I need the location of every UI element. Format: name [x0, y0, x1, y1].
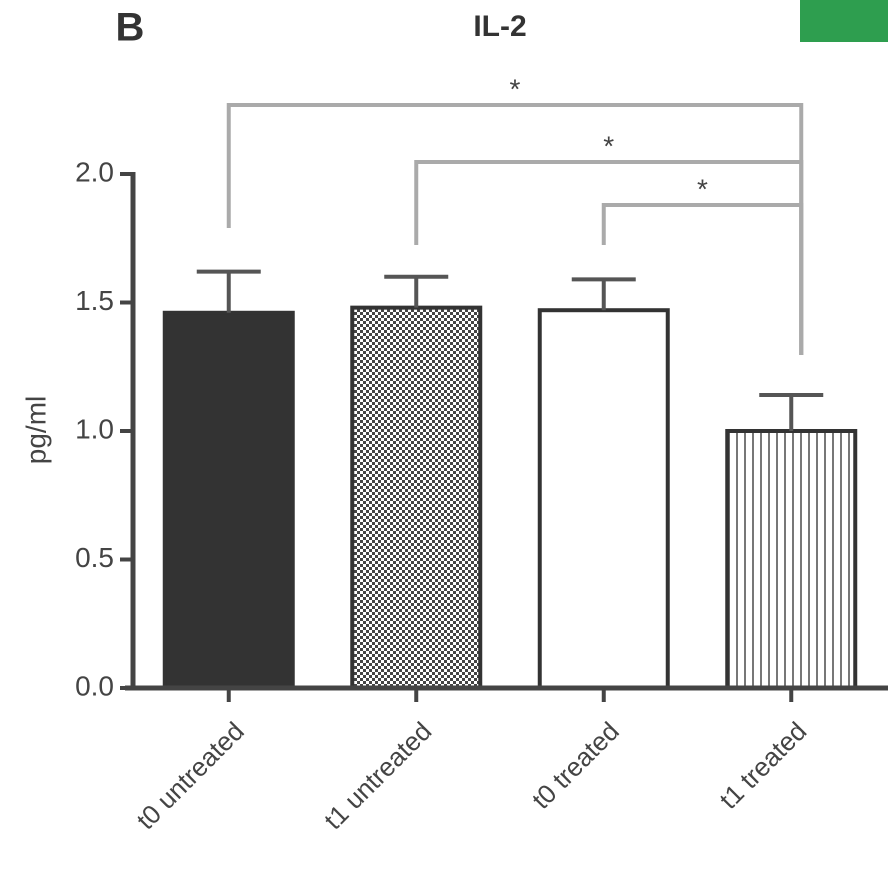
significance-label: *	[603, 130, 614, 161]
corner-badge	[800, 0, 888, 42]
y-tick-label: 1.0	[75, 413, 114, 444]
y-tick-label: 2.0	[75, 156, 114, 187]
y-axis-label: pg/ml	[20, 396, 51, 464]
x-tick-label: t1 treated	[713, 716, 812, 815]
error-bar	[759, 393, 824, 431]
x-tick-label: t1 untreated	[318, 716, 437, 835]
y-tick-label: 1.5	[75, 285, 114, 316]
panel-label: B	[116, 6, 145, 50]
chart-title: IL-2	[473, 10, 526, 43]
bar	[725, 429, 858, 690]
y-tick-label: 0.5	[75, 542, 114, 573]
bar	[350, 305, 483, 690]
significance-bracket	[601, 203, 804, 355]
x-tick-label: t0 untreated	[131, 716, 250, 835]
x-tick-label: t0 treated	[526, 716, 625, 815]
bar	[162, 310, 295, 690]
bar	[537, 308, 670, 690]
significance-label: *	[697, 173, 708, 204]
error-bar	[196, 269, 261, 313]
error-bar	[384, 274, 449, 308]
significance-bracket	[226, 103, 804, 355]
y-tick-label: 0.0	[75, 670, 114, 701]
error-bar	[571, 277, 636, 311]
significance-label: *	[510, 73, 521, 104]
